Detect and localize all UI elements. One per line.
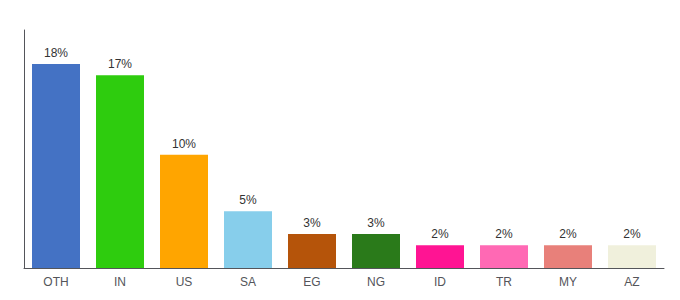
svg-text:AZ: AZ bbox=[624, 275, 639, 289]
svg-text:3%: 3% bbox=[303, 216, 321, 230]
svg-text:TR: TR bbox=[496, 275, 512, 289]
svg-text:10%: 10% bbox=[172, 137, 196, 151]
svg-text:NG: NG bbox=[367, 275, 385, 289]
svg-text:ID: ID bbox=[434, 275, 446, 289]
svg-text:2%: 2% bbox=[623, 227, 641, 241]
svg-text:5%: 5% bbox=[239, 193, 257, 207]
svg-text:MY: MY bbox=[559, 275, 577, 289]
svg-text:US: US bbox=[176, 275, 193, 289]
svg-text:IN: IN bbox=[114, 275, 126, 289]
svg-text:2%: 2% bbox=[495, 227, 513, 241]
svg-text:2%: 2% bbox=[559, 227, 577, 241]
svg-text:OTH: OTH bbox=[43, 275, 68, 289]
svg-text:18%: 18% bbox=[44, 46, 68, 60]
svg-text:3%: 3% bbox=[367, 216, 385, 230]
svg-text:2%: 2% bbox=[431, 227, 449, 241]
svg-text:SA: SA bbox=[240, 275, 256, 289]
svg-text:17%: 17% bbox=[108, 57, 132, 71]
svg-text:EG: EG bbox=[303, 275, 320, 289]
